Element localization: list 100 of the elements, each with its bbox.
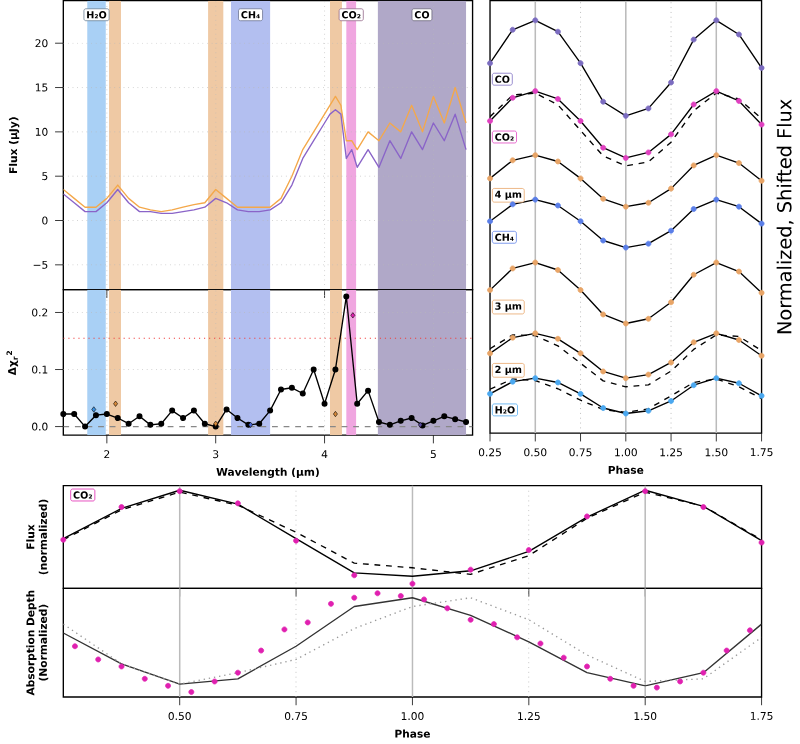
point: [642, 488, 649, 494]
point: [758, 177, 765, 184]
point: [736, 31, 742, 38]
point: [288, 384, 295, 391]
point: [351, 572, 358, 579]
point: [354, 400, 361, 407]
point: [91, 406, 97, 413]
point: [491, 621, 497, 627]
point: [509, 334, 516, 341]
point: [622, 320, 629, 327]
point: [713, 259, 720, 266]
point: [736, 268, 742, 275]
point: [713, 152, 720, 159]
point: [600, 98, 607, 105]
point: [467, 566, 474, 573]
point: [577, 350, 584, 357]
point: [343, 293, 350, 300]
point: [267, 407, 274, 414]
point: [645, 407, 652, 414]
point: [577, 175, 584, 182]
point: [607, 675, 614, 682]
point: [736, 203, 742, 210]
point: [622, 375, 629, 381]
point: [690, 382, 697, 389]
point: [487, 175, 493, 182]
point: [690, 271, 697, 278]
point: [622, 112, 629, 119]
point: [758, 539, 765, 546]
point: [514, 634, 521, 641]
point: [532, 259, 539, 266]
point: [95, 656, 102, 663]
point: [365, 387, 372, 394]
point: [487, 218, 493, 225]
point: [736, 380, 742, 387]
point: [430, 417, 437, 424]
point: [256, 420, 263, 427]
point: [537, 640, 544, 647]
point: [332, 366, 339, 373]
point: [668, 185, 674, 192]
point: [577, 390, 584, 397]
point: [82, 423, 89, 430]
point: [668, 227, 674, 234]
point: [374, 590, 381, 597]
point: [690, 339, 697, 346]
point: [258, 647, 265, 654]
point: [328, 600, 334, 607]
point: [653, 684, 660, 691]
point: [668, 79, 674, 86]
point: [118, 663, 125, 670]
point: [444, 605, 451, 612]
point: [304, 619, 311, 626]
point: [234, 500, 241, 507]
point: [600, 144, 607, 151]
point: [645, 371, 652, 378]
point: [190, 407, 197, 414]
point: [351, 594, 358, 601]
point: [293, 537, 299, 544]
point: [600, 195, 607, 202]
point: [677, 678, 684, 685]
point: [141, 675, 148, 682]
point: [555, 158, 561, 165]
point: [600, 405, 607, 411]
point: [165, 682, 171, 689]
point: [736, 337, 742, 343]
point: [487, 390, 493, 397]
point: [234, 669, 241, 676]
point: [201, 420, 208, 427]
point: [72, 643, 78, 650]
point: [386, 421, 393, 428]
point: [532, 196, 539, 203]
point: [487, 350, 493, 357]
point: [223, 406, 230, 413]
point: [147, 421, 154, 428]
point: [713, 375, 720, 381]
point: [487, 60, 493, 67]
point: [700, 669, 707, 676]
point: [176, 488, 183, 494]
point: [645, 149, 652, 156]
point: [350, 312, 356, 319]
point: [690, 162, 697, 169]
point: [758, 392, 765, 399]
point: [509, 201, 516, 208]
point: [281, 626, 288, 633]
point: [690, 206, 697, 212]
point: [758, 289, 765, 296]
point: [299, 390, 306, 397]
point: [758, 121, 765, 128]
point: [645, 315, 652, 322]
point: [622, 203, 629, 210]
point: [584, 513, 590, 520]
point: [700, 504, 707, 510]
point: [555, 28, 561, 35]
point: [577, 218, 584, 225]
point: [532, 17, 539, 24]
point: [397, 593, 404, 599]
point: [136, 413, 143, 420]
point: [577, 118, 584, 124]
point: [509, 265, 516, 272]
point: [577, 287, 584, 293]
point: [71, 410, 78, 417]
